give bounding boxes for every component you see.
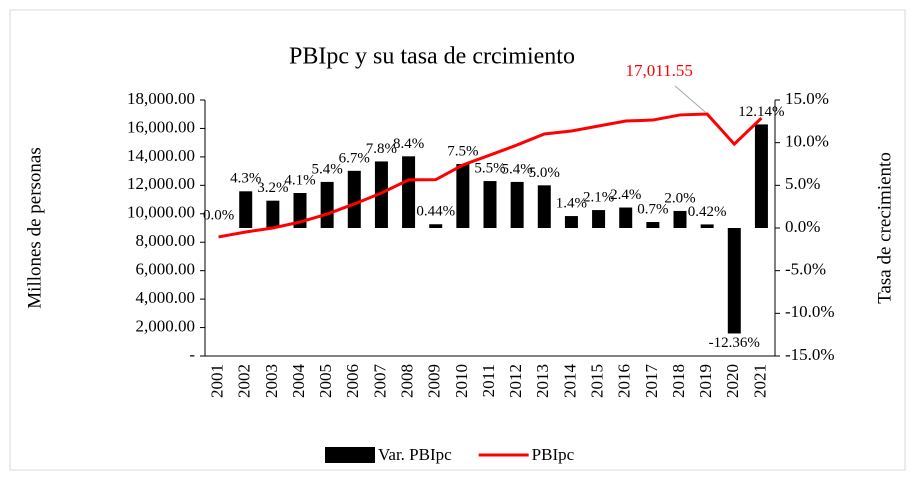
data-label: 7.5% [447, 143, 478, 159]
data-label: 3.2% [257, 180, 288, 196]
x-tick-label: 2012 [506, 364, 525, 398]
bar [727, 228, 741, 334]
data-label: 4.1% [284, 172, 315, 188]
x-tick-label: 2019 [696, 364, 715, 398]
x-tick-label: 2011 [479, 364, 498, 397]
legend-label: Var. PBIpc [378, 445, 452, 464]
data-label: 7.8% [366, 141, 397, 157]
x-tick-label: 2004 [289, 364, 308, 399]
bar [564, 216, 578, 228]
y2-tick-label: -5.0% [785, 260, 826, 279]
x-tick-label: 2016 [615, 364, 634, 398]
y-axis-label: Millones de personas [24, 147, 45, 308]
data-label: 0.0% [203, 207, 234, 223]
bar [374, 161, 388, 228]
bar [239, 191, 253, 228]
data-label: 0.44% [416, 204, 455, 220]
data-label: -12.36% [709, 335, 760, 351]
bar [537, 185, 551, 228]
leader-line [674, 85, 706, 113]
bar [619, 207, 633, 228]
y2-tick-label: -15.0% [785, 345, 835, 364]
bar [429, 224, 443, 228]
data-label: 2.4% [610, 187, 641, 203]
data-label: 17,011.55 [625, 61, 692, 80]
legend-swatch [325, 447, 375, 463]
data-label: 4.3% [230, 171, 261, 187]
y2-axis-label: Tasa de crecimiento [874, 152, 895, 304]
bar [456, 164, 470, 228]
y-tick-label: 6,000.00 [136, 260, 196, 279]
data-label: 12.14% [738, 104, 784, 120]
x-tick-label: 2005 [316, 364, 335, 398]
bar [483, 181, 497, 228]
bar [592, 210, 606, 228]
x-tick-label: 2014 [560, 364, 579, 399]
chart-title: PBIpc y su tasa de crcimiento [289, 44, 575, 70]
y-tick-label: - [189, 345, 195, 364]
x-tick-label: 2001 [207, 364, 226, 398]
data-label: 5.0% [529, 165, 560, 181]
data-label: 2.0% [664, 190, 695, 206]
y-tick-label: 8,000.00 [136, 231, 196, 250]
bar [266, 200, 280, 228]
y-tick-label: 10,000.00 [127, 203, 195, 222]
data-label: 1.4% [556, 195, 587, 211]
x-tick-label: 2008 [397, 364, 416, 398]
data-label: 0.42% [688, 204, 727, 220]
y2-tick-label: -10.0% [785, 302, 835, 321]
y2-tick-label: 15.0% [785, 89, 829, 108]
bar [700, 224, 714, 228]
x-tick-label: 2013 [533, 364, 552, 398]
y-tick-label: 14,000.00 [127, 146, 195, 165]
bar [673, 210, 687, 228]
data-label: 6.7% [339, 150, 370, 166]
x-tick-label: 2021 [750, 364, 769, 398]
line [218, 112, 763, 239]
x-tick-label: 2020 [723, 364, 742, 398]
x-tick-label: 2015 [587, 364, 606, 398]
y2-tick-label: 0.0% [785, 217, 820, 236]
y-tick-label: 16,000.00 [127, 117, 195, 136]
x-tick-label: 2006 [343, 364, 362, 398]
bar [754, 124, 768, 228]
y-tick-label: 4,000.00 [136, 288, 196, 307]
data-label: 2.1% [583, 190, 614, 206]
bar [320, 181, 334, 228]
bar [347, 170, 361, 228]
x-tick-label: 2018 [669, 364, 688, 398]
bar [293, 193, 307, 228]
x-tick-label: 2007 [370, 364, 389, 399]
y-tick-label: 18,000.00 [127, 89, 195, 108]
x-tick-label: 2017 [642, 364, 661, 399]
data-label: 5.4% [312, 161, 343, 177]
data-label: 5.5% [474, 161, 505, 177]
bar [510, 181, 524, 228]
data-label: 0.7% [637, 201, 668, 217]
x-tick-label: 2002 [235, 364, 254, 398]
chart-border [9, 9, 906, 471]
bar [646, 222, 660, 228]
x-tick-label: 2003 [262, 364, 281, 398]
y2-tick-label: 5.0% [785, 174, 820, 193]
x-tick-label: 2010 [452, 364, 471, 398]
legend-label: PBIpc [532, 445, 575, 464]
bar [402, 156, 416, 228]
data-label: 5.4% [502, 161, 533, 177]
y2-tick-label: 10.0% [785, 132, 829, 151]
y-tick-label: 12,000.00 [127, 174, 195, 193]
x-tick-label: 2009 [425, 364, 444, 398]
y-tick-label: 2,000.00 [136, 316, 196, 335]
data-label: 8.4% [393, 136, 424, 152]
